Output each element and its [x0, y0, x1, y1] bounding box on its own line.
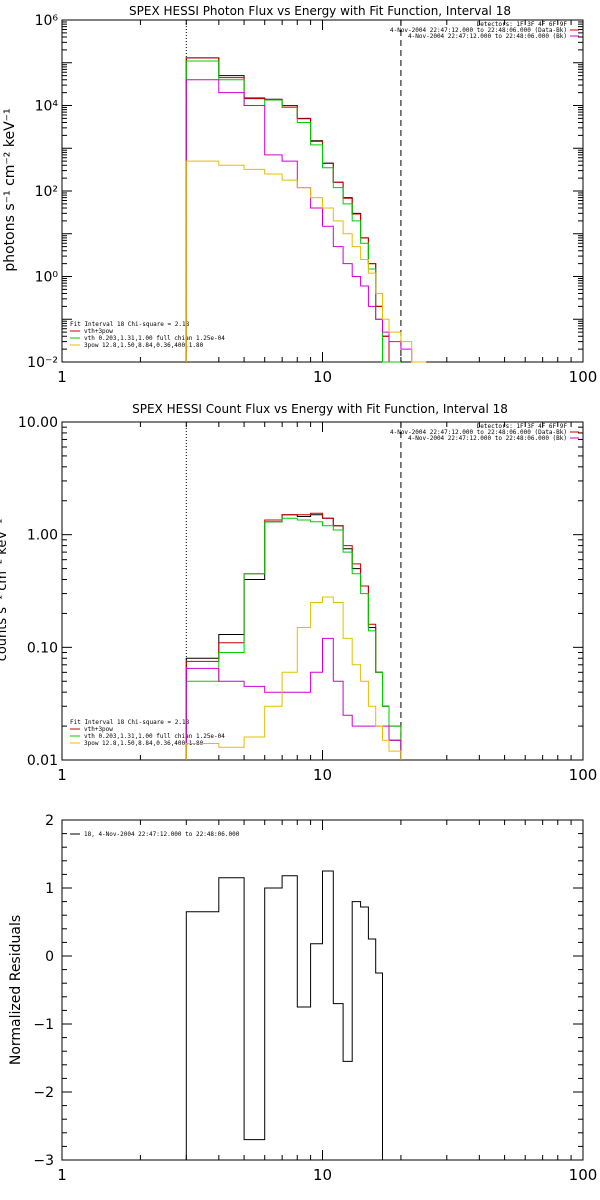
y-tick-label: −2	[33, 1085, 54, 1101]
header-text: Detectors: 1F 3F 4F 6F 9F	[477, 21, 568, 28]
header-text: 4-Nov-2004 22:47:12.000 to 22:48:06.000 …	[390, 27, 567, 34]
y-tick-label: 10⁶	[35, 13, 59, 29]
series-line-0	[185, 57, 390, 362]
residuals-ylabel: Normalized Residuals	[8, 915, 24, 1065]
series-line-4	[185, 596, 402, 760]
y-tick-label: −3	[33, 1153, 54, 1169]
photon-flux-ylabel: photons s⁻¹ cm⁻² keV⁻¹	[2, 108, 18, 271]
x-tick-label: 1	[57, 766, 67, 784]
legend-text: Fit Interval 18 Chi-square = 2.18	[70, 321, 190, 328]
legend-text: Fit Interval 18 Chi-square = 2.18	[70, 719, 190, 726]
y-tick-label: 0	[45, 949, 54, 965]
plot-frame	[61, 19, 584, 363]
y-tick-label: 10²	[35, 184, 58, 200]
legend-text: vth+3pow	[84, 328, 113, 335]
x-tick-label: 100	[569, 766, 598, 784]
plot-frame	[61, 421, 584, 761]
x-tick-label: 10	[313, 368, 332, 386]
header-text: Detectors: 1F 3F 4F 6F 9F	[477, 423, 568, 430]
legend-text: 3pow 12.8,1.50,8.84,0.36,400,1.80	[84, 342, 204, 349]
legend-text: 18, 4-Nov-2004 22:47:12.000 to 22:48:06.…	[84, 831, 240, 838]
series-line-4	[185, 160, 427, 363]
count-flux-title: SPEX HESSI Count Flux vs Energy with Fit…	[132, 402, 508, 416]
series-line-0	[185, 514, 402, 760]
x-tick-label: 10	[313, 1166, 332, 1184]
x-tick-label: 100	[569, 368, 598, 386]
x-tick-label: 1	[57, 1166, 67, 1184]
y-tick-label: 10⁻²	[27, 355, 58, 371]
series-line-2	[185, 517, 402, 760]
y-tick-label: 0.01	[27, 753, 58, 769]
legend-text: 3pow 12.8,1.50,8.84,0.36,400,1.80	[84, 740, 204, 747]
x-tick-label: 1	[57, 368, 67, 386]
y-tick-label: 1.00	[27, 528, 58, 544]
y-tick-label: 2	[45, 813, 54, 829]
count-flux-panel: SPEX HESSI Count Flux vs Energy with Fit…	[0, 402, 597, 784]
y-tick-label: 1	[45, 881, 54, 897]
y-tick-label: −1	[33, 1017, 54, 1033]
photon-flux-panel: SPEX HESSI Photon Flux vs Energy with Fi…	[2, 4, 597, 386]
y-tick-label: 10⁰	[35, 270, 59, 286]
count-flux-ylabel: counts s⁻¹ cm⁻² keV⁻¹	[0, 519, 10, 662]
x-tick-label: 10	[313, 766, 332, 784]
legend-text: vth+3pow	[84, 726, 113, 733]
header-text: 4-Nov-2004 22:47:12.000 to 22:48:06.000 …	[408, 435, 567, 442]
legend-text: vth 0.203,1.31,1.00 full chian 1.25e-04	[84, 335, 225, 342]
y-tick-label: 0.10	[27, 640, 58, 656]
photon-flux-title: SPEX HESSI Photon Flux vs Energy with Fi…	[129, 4, 511, 18]
header-text: 4-Nov-2004 22:47:12.000 to 22:48:06.000 …	[408, 33, 567, 40]
residuals-panel: Normalized Residuals 1 10 100 −3 −2 −1 0 1 2 18, …	[8, 813, 597, 1184]
header-text: 4-Nov-2004 22:47:12.000 to 22:48:06.000 …	[390, 429, 567, 436]
x-tick-label: 100	[569, 1166, 598, 1184]
y-tick-label: 10⁴	[35, 99, 59, 115]
series-line-0	[185, 870, 401, 1161]
y-tick-label: 10.00	[18, 415, 58, 431]
series-line-1	[185, 57, 390, 362]
legend-text: vth 0.203,1.31,1.00 full chian 1.25e-04	[84, 733, 225, 740]
